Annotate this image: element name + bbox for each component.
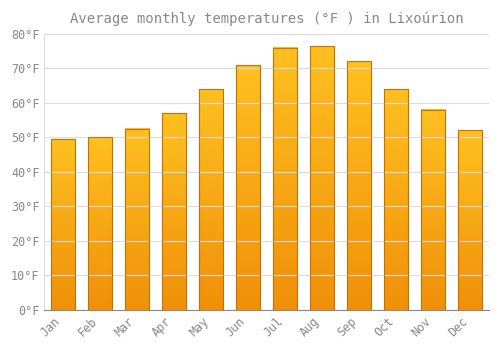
Bar (273, 48, 297, 310)
Bar (88, 137, 112, 310)
Bar (310, 46, 334, 310)
Bar (51, 139, 75, 310)
Bar (199, 89, 223, 310)
Bar (384, 89, 408, 310)
Bar (236, 65, 260, 310)
Bar (125, 128, 149, 310)
Bar (162, 113, 186, 310)
Bar (422, 110, 446, 310)
Title: Average monthly temperatures (°F ) in Lixoúrion: Average monthly temperatures (°F ) in Li… (70, 11, 464, 26)
Bar (347, 61, 372, 310)
Bar (458, 130, 482, 310)
